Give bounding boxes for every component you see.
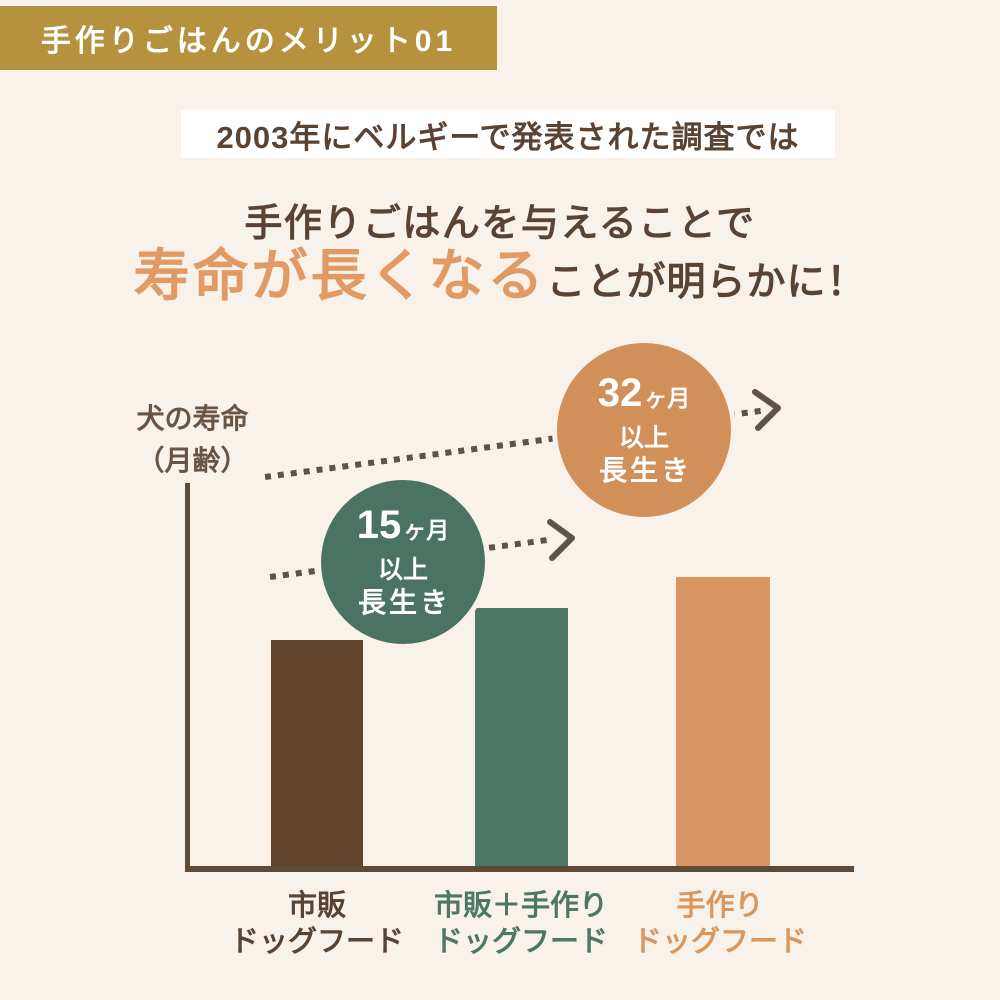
- category-label-line2: ドッグフード: [433, 926, 608, 958]
- lead-text: 2003年にベルギーで発表された調査では: [216, 119, 800, 155]
- merit-badge-label: 手作りごはんのメリット01: [40, 25, 457, 58]
- annotation-number: 15: [356, 502, 402, 547]
- headline-line2: 寿命が長くなることが明らかに！: [0, 238, 1000, 329]
- bar-commercial-plus-homemade-food: [475, 608, 568, 866]
- annotation-number: 32: [597, 370, 643, 415]
- bar-homemade-food: [676, 577, 770, 866]
- lead-strip: 2003年にベルギーで発表された調査では: [181, 110, 835, 158]
- headline-rest: ことが明らかに！: [546, 261, 867, 304]
- category-label-line2: ドッグフード: [229, 926, 404, 958]
- annotation-unit: ヶ月: [403, 516, 450, 543]
- y-axis-label-line1: 犬の寿命: [136, 403, 249, 434]
- category-label-commercial-plus-homemade: 市販＋手作り ドッグフード: [391, 888, 651, 960]
- category-label-line1: 市販＋手作り: [433, 890, 608, 922]
- y-axis-line: [185, 483, 190, 872]
- annotation-text-nagaiki: 長生き: [598, 454, 692, 486]
- x-axis-line: [187, 866, 854, 872]
- category-label-line1: 市販: [287, 890, 346, 922]
- annotation-unit: ヶ月: [644, 384, 691, 411]
- annotation-text-ijou: 以上: [618, 423, 669, 452]
- annotation-text-nagaiki: 長生き: [357, 586, 451, 618]
- annotation-bubble-15-months: 15ヶ月 以上 長生き: [316, 475, 490, 649]
- y-axis-label: 犬の寿命 （月齢）: [125, 398, 260, 482]
- bar-commercial-food: [271, 640, 363, 866]
- category-label-homemade: 手作り ドッグフード: [590, 888, 850, 960]
- y-axis-label-line2: （月齢）: [136, 445, 249, 476]
- annotation-bubble-32-months: 32ヶ月 以上 長生き: [552, 338, 736, 522]
- headline-highlight: 寿命が長くなる: [133, 244, 547, 307]
- annotation-text-ijou: 以上: [377, 555, 428, 584]
- category-label-line2: ドッグフード: [632, 926, 807, 958]
- arrow-head-icon: [752, 389, 781, 431]
- annotation-value-line: 32ヶ月: [598, 373, 691, 422]
- headline-line1: 手作りごはんを与えることで: [244, 203, 756, 245]
- arrow-head-icon: [547, 519, 575, 561]
- category-label-commercial: 市販 ドッグフード: [187, 888, 447, 960]
- annotation-value-line: 15ヶ月: [357, 505, 450, 554]
- category-label-line1: 手作り: [676, 890, 764, 922]
- merit-badge: 手作りごはんのメリット01: [0, 6, 497, 70]
